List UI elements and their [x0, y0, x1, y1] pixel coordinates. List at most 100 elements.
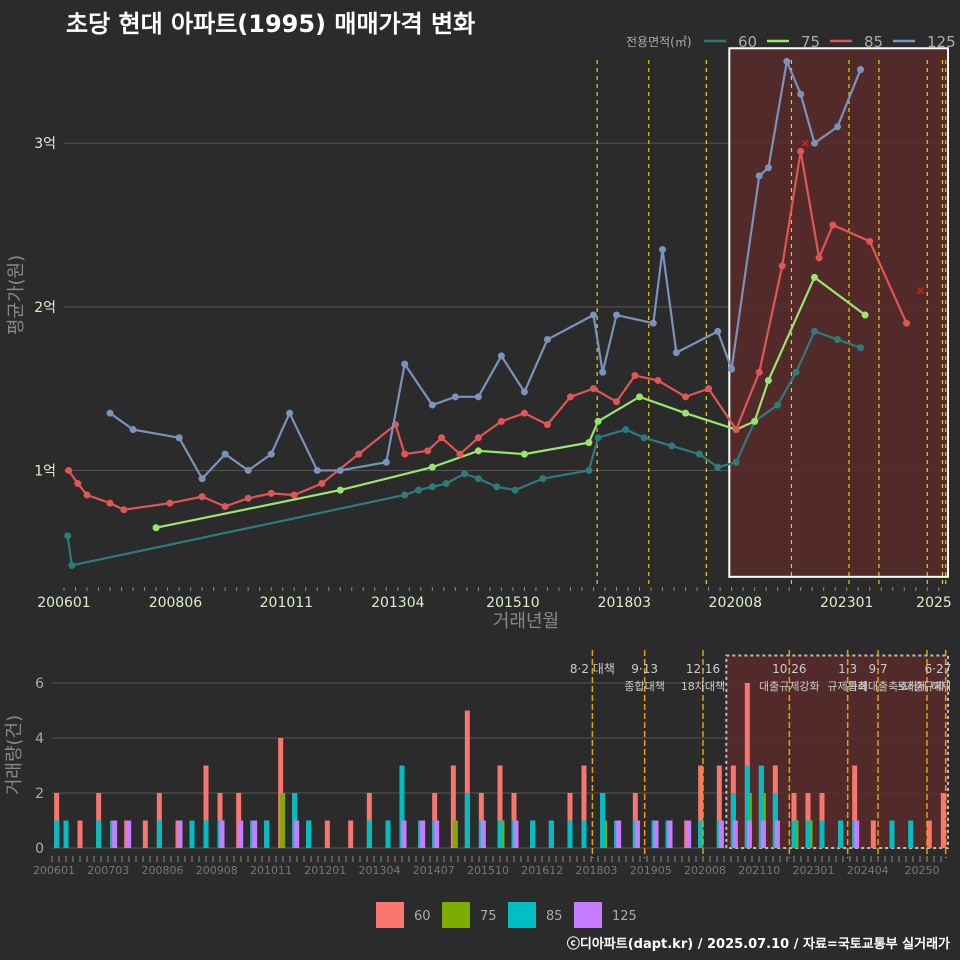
point-85: [755, 368, 763, 376]
volume-bar: [889, 820, 895, 848]
volume-bar: [791, 820, 797, 848]
volume-bar: [96, 820, 102, 848]
volume-bar: [420, 820, 426, 848]
policy-label: 9·7: [868, 662, 887, 676]
bar-legend-swatch-125: [574, 902, 602, 928]
volume-bar: [744, 765, 750, 848]
volume-bar: [252, 820, 258, 848]
point-60: [64, 532, 72, 540]
volume-bar: [667, 820, 673, 848]
price-line-chart: 1억 2억 3억 × × 200601 200806 201011 201304 201510 20…: [6, 33, 956, 632]
point-125: [755, 172, 763, 180]
bar-x-tick-label: 200908: [196, 864, 238, 877]
point-125: [451, 393, 459, 401]
point-125: [797, 90, 805, 98]
bar-x-tick-label: 200601: [33, 864, 75, 877]
point-125: [286, 409, 294, 417]
bar-x-tick-label: 201905: [630, 864, 672, 877]
volume-bar: [760, 820, 766, 848]
point-85: [543, 421, 551, 429]
point-85: [520, 409, 528, 417]
bar-y-tick-label: 6: [35, 676, 44, 692]
point-85: [631, 372, 639, 380]
point-125: [520, 388, 528, 396]
point-125: [198, 475, 206, 483]
volume-bar: [77, 820, 83, 848]
point-75: [594, 417, 602, 425]
legend-label-75: 75: [801, 33, 820, 51]
volume-bar: [497, 820, 503, 848]
series-line-75: [155, 275, 866, 529]
x-tick-label: 200601: [37, 595, 90, 611]
point-125: [649, 319, 657, 327]
volume-bar: [581, 765, 587, 848]
point-75: [682, 409, 690, 417]
point-125: [175, 434, 183, 442]
point-125: [834, 123, 841, 131]
volume-bar: [464, 793, 470, 848]
volume-bar: [126, 820, 132, 848]
volume-bar: [548, 820, 554, 848]
volume-bar: [366, 820, 372, 848]
volume-bar: [819, 820, 825, 848]
volume-bar: [940, 793, 946, 848]
bar-x-tick-label: 201304: [359, 864, 401, 877]
bar-x-tick-label: 202008: [684, 864, 726, 877]
volume-bar: [758, 765, 764, 848]
bar-x-tick-label: 202301: [793, 864, 835, 877]
volume-bar: [616, 820, 622, 848]
x-marker: ×: [915, 283, 925, 297]
bar-x-tick-label: 201510: [467, 864, 509, 877]
x-marker: ×: [800, 136, 810, 150]
point-85: [401, 450, 409, 458]
point-125: [106, 409, 114, 417]
point-125: [428, 401, 436, 409]
bar-y-tick-label: 0: [35, 841, 44, 857]
point-60: [585, 466, 593, 474]
point-85: [613, 398, 620, 406]
volume-bar: [653, 820, 659, 848]
volume-bar: [838, 820, 844, 848]
point-75: [152, 524, 160, 532]
point-85: [318, 480, 326, 488]
legend-label-85: 85: [864, 33, 883, 51]
point-125: [474, 393, 482, 401]
point-125: [613, 311, 620, 319]
x-tick-label: 201510: [486, 595, 539, 611]
bar-x-tick-label: 201011: [250, 864, 292, 877]
point-75: [336, 486, 344, 494]
policy-label: 특례대출축소: [848, 680, 909, 693]
point-60: [640, 434, 648, 442]
volume-bar: [450, 765, 456, 848]
volume-bar: [497, 765, 503, 848]
point-85: [589, 385, 597, 393]
policy-label: 대출규제: [904, 680, 944, 693]
volume-bar: [634, 820, 640, 848]
volume-bar: [870, 820, 876, 848]
point-60: [792, 368, 800, 376]
footer-credit: ⓒ디아파트(dapt.kr) / 2025.07.10 / 자료=국토교통부 실…: [566, 937, 950, 952]
point-60: [539, 475, 547, 483]
point-85: [474, 434, 482, 442]
volume-bar: [142, 820, 148, 848]
bar-y-tick-label: 4: [35, 731, 44, 747]
volume-bar: [581, 820, 587, 848]
legend-title: 전용면적(㎡): [626, 35, 692, 49]
point-85: [424, 447, 432, 455]
point-60: [810, 327, 818, 335]
point-125: [401, 360, 409, 368]
bar-legend-swatch-60: [376, 902, 404, 928]
chart-title: 초당 현대 아파트(1995) 매매가격 변화: [66, 10, 476, 38]
point-125: [810, 139, 818, 147]
point-125: [672, 349, 680, 357]
point-85: [198, 493, 206, 501]
volume-bar: [464, 710, 470, 848]
y-tick-label: 3억: [34, 136, 56, 152]
point-125: [313, 466, 321, 474]
point-125: [221, 450, 229, 458]
volume-bar: [306, 820, 312, 848]
point-125: [589, 311, 597, 319]
point-60: [474, 475, 482, 483]
point-75: [764, 376, 772, 384]
volume-bar: [908, 820, 914, 848]
